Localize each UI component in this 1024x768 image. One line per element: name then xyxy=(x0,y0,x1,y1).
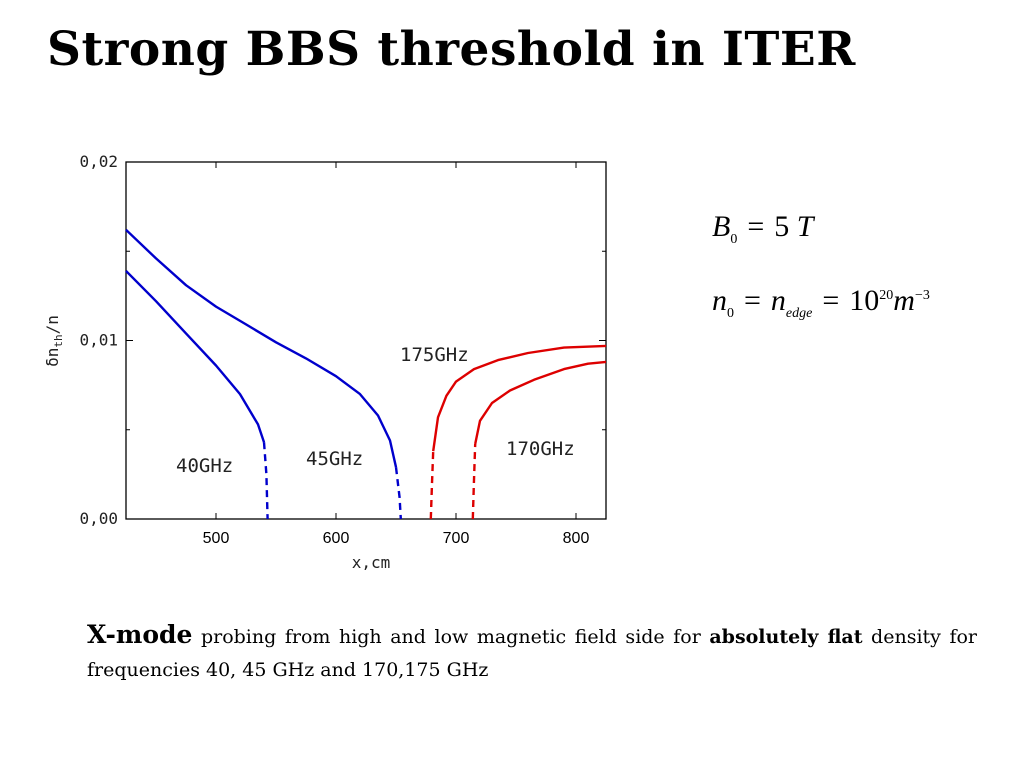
series-line-45ghz xyxy=(125,228,398,468)
series-label-45ghz: 45GHz xyxy=(306,448,363,470)
series-line-170ghz xyxy=(474,360,607,445)
series-line-dashed-40ghz xyxy=(262,442,269,520)
caption-text-2: density for frequencies 40, 45 GHz and 1… xyxy=(87,626,977,681)
eq2-var2: n xyxy=(770,284,786,317)
y-axis-label: δnth/n xyxy=(43,315,65,367)
eq2-base: 10 xyxy=(849,284,880,317)
eq1-var: B xyxy=(712,210,731,243)
series-line-dashed-170ghz xyxy=(471,443,477,520)
eq1-unit: T xyxy=(796,210,814,243)
series-line-dashed-175ghz xyxy=(429,451,435,520)
eq2-op2: = xyxy=(822,284,840,317)
y-tick-label-1: 0,01 xyxy=(79,331,118,350)
caption-lead: X-mode xyxy=(87,620,193,649)
eq2-exp: 20 xyxy=(879,288,894,303)
x-axis-label: x,cm xyxy=(352,553,391,572)
caption-text-1: probing from high and low magnetic field… xyxy=(192,626,710,648)
y-axis-label-main: δn xyxy=(43,348,62,367)
series-label-40ghz: 40GHz xyxy=(176,455,233,477)
x-tick-label-500: 500 xyxy=(203,530,230,547)
series-label-170ghz: 170GHz xyxy=(506,438,575,460)
eq1-val: 5 xyxy=(774,210,790,243)
caption-bold: absolutely flat xyxy=(709,626,863,648)
y-tick-label-0: 0,00 xyxy=(79,509,118,528)
y-tick-label-2: 0,02 xyxy=(79,152,118,171)
equation-magnetic-field: B0 = 5 T xyxy=(712,210,813,248)
x-tick-label-700: 700 xyxy=(443,530,470,547)
eq2-sub2: edge xyxy=(785,306,813,321)
eq2-unit-exp: −3 xyxy=(914,288,930,303)
eq1-sub: 0 xyxy=(730,232,738,247)
x-tick-label-600: 600 xyxy=(323,530,350,547)
series-line-dashed-45ghz xyxy=(394,467,402,520)
series-label-175ghz: 175GHz xyxy=(400,344,469,366)
series-line-40ghz xyxy=(125,270,266,443)
equation-density: n0 = nedge = 1020m−3 xyxy=(712,284,930,322)
eq2-sub: 0 xyxy=(727,306,734,321)
slide-title: Strong BBS threshold in ITER xyxy=(47,22,856,77)
eq2-op1: = xyxy=(744,284,761,317)
y-axis-label-tail: /n xyxy=(43,315,62,334)
eq2-var: n xyxy=(712,284,727,317)
x-tick-label-800: 800 xyxy=(563,530,590,547)
y-axis-label-sub: th xyxy=(52,334,65,347)
eq2-unit: m xyxy=(893,284,915,317)
series-line-175ghz xyxy=(432,344,607,452)
eq1-op: = xyxy=(747,210,765,243)
caption-text: X-mode probing from high and low magneti… xyxy=(87,618,977,687)
